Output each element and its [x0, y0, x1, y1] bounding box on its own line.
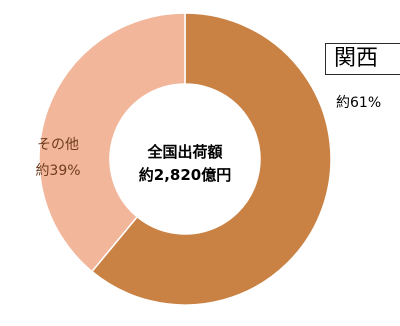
center-total-value: 約2,820億円 [138, 166, 232, 184]
slice-name-other: その他 [37, 137, 79, 153]
slice-name-kansai: 関西 [325, 43, 400, 75]
donut-slice-other [38, 12, 186, 273]
slice-label-other: その他 約39% [18, 132, 98, 184]
center-title: 全国出荷額 [147, 143, 223, 161]
slice-value-other: 約39% [35, 163, 81, 179]
center-total-label: 全国出荷額 約2,820億円 [110, 141, 260, 187]
donut-slice-kansai [90, 12, 332, 306]
slice-value-kansai: 約61% [336, 95, 382, 111]
